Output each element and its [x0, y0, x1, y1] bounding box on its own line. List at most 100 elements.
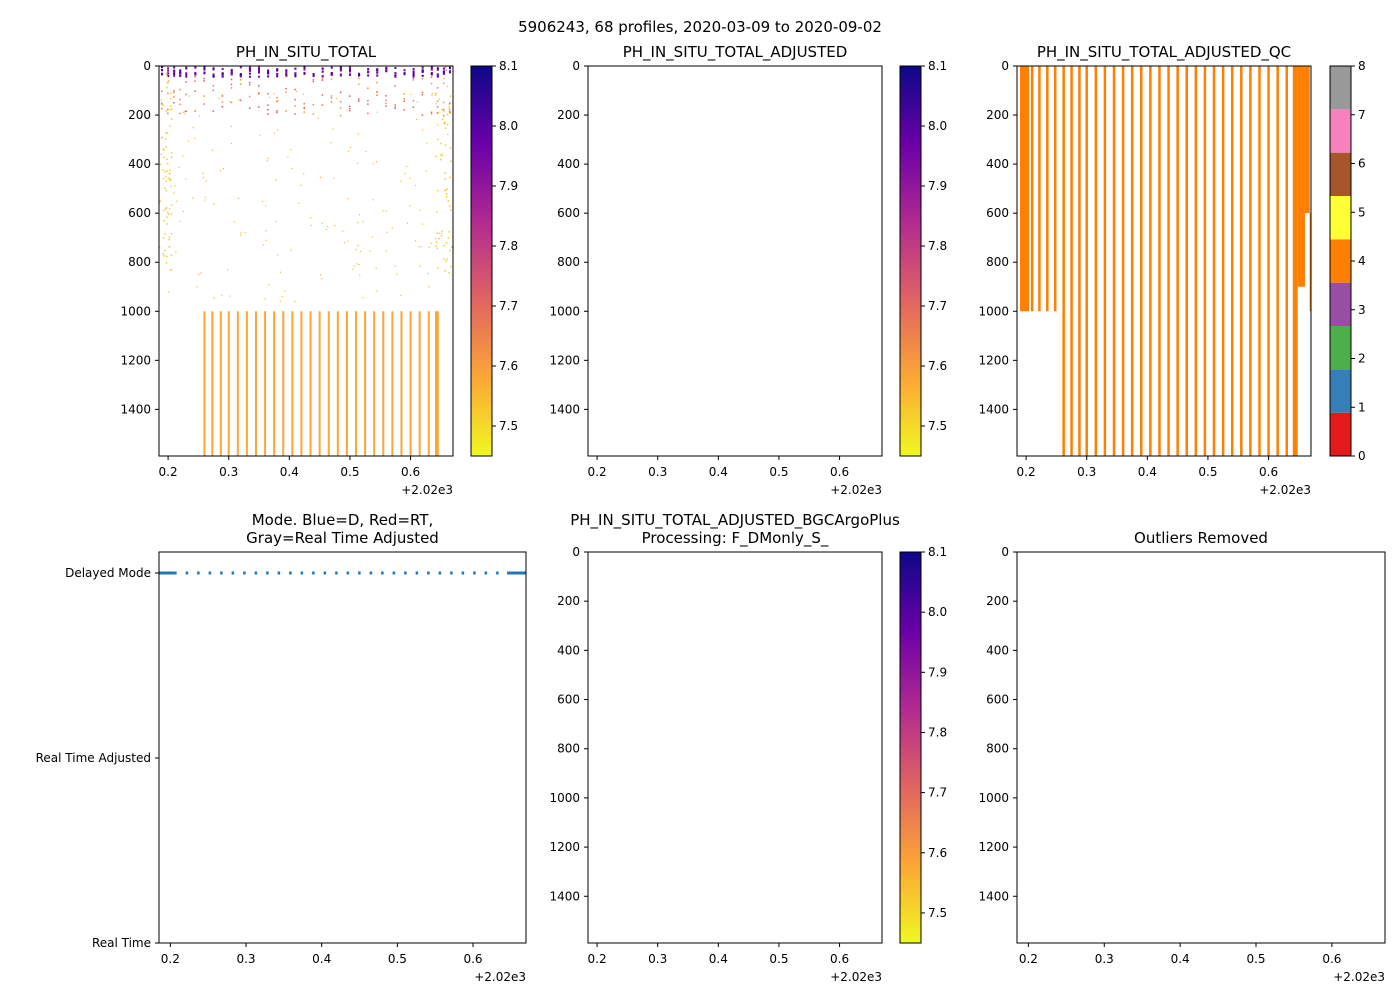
mid-depth-point — [357, 221, 359, 224]
mid-depth-point — [265, 205, 267, 207]
x-tick-label: 0.3 — [648, 952, 667, 966]
subsurface-point — [267, 104, 269, 106]
surface-point — [276, 75, 279, 78]
edge-point — [167, 211, 169, 214]
colorbar-qc-band — [1330, 196, 1351, 240]
colorbar-tick-label: 6 — [1358, 157, 1366, 171]
subsurface-point — [421, 114, 424, 116]
mid-depth-point — [428, 286, 430, 288]
subsurface-point — [212, 85, 215, 87]
edge-point — [435, 94, 437, 96]
mid-depth-point — [298, 202, 300, 204]
mid-depth-point — [330, 142, 332, 144]
edge-point — [167, 177, 169, 180]
mid-depth-point — [185, 178, 187, 180]
edge-point — [165, 189, 168, 192]
colorbar-tick-label: 7.5 — [499, 419, 518, 433]
colorbar-tick-label: 7.7 — [928, 786, 947, 800]
mid-depth-point — [183, 111, 185, 114]
mid-depth-point — [194, 137, 196, 140]
mid-depth-point — [188, 95, 190, 97]
edge-point — [443, 77, 445, 80]
colorbar-tick-label: 7.5 — [928, 906, 947, 920]
surface-point — [173, 66, 176, 69]
mid-depth-point — [218, 97, 220, 99]
subsurface-point — [358, 83, 360, 85]
colorbar-tick-label: 7.9 — [928, 179, 947, 193]
mid-depth-point — [198, 273, 200, 276]
edge-point — [448, 249, 451, 252]
mid-depth-point — [290, 149, 292, 151]
y-tick-label: 1400 — [549, 402, 580, 416]
panel-title-line: Processing: F_DMonly_S_ — [642, 529, 829, 548]
mid-depth-point — [344, 242, 346, 244]
mid-depth-point — [168, 208, 171, 210]
edge-point — [445, 195, 448, 198]
edge-point — [435, 241, 438, 243]
mid-depth-point — [237, 197, 240, 199]
x-tick-label: 0.4 — [709, 952, 728, 966]
mid-depth-point — [160, 99, 163, 101]
y-tick-label: 1200 — [120, 353, 151, 367]
colorbar-tick-label: 8.1 — [928, 545, 947, 559]
edge-point — [170, 156, 173, 158]
edge-point — [163, 255, 165, 257]
subsurface-point — [203, 103, 205, 105]
edge-point — [164, 187, 166, 189]
mid-depth-point — [421, 129, 424, 131]
mid-depth-point — [431, 94, 433, 97]
edge-point — [163, 237, 165, 239]
subsurface-point — [339, 107, 342, 109]
subsurface-point — [194, 90, 196, 92]
mid-depth-point — [163, 210, 165, 212]
y-tick-label: 800 — [986, 255, 1009, 269]
subsurface-point — [194, 75, 196, 78]
subsurface-point — [212, 110, 215, 113]
colorbar-tick-label: 8 — [1358, 59, 1366, 73]
subsurface-point — [430, 76, 433, 78]
surface-point — [436, 68, 439, 71]
surface-point — [294, 72, 297, 75]
mid-depth-point — [290, 249, 292, 251]
subsurface-point — [412, 99, 415, 102]
subsurface-point — [285, 91, 287, 93]
subsurface-point — [167, 92, 169, 95]
edge-point — [163, 149, 165, 152]
subsurface-point — [203, 95, 205, 97]
x-tick-label: 0.2 — [159, 465, 178, 479]
x-tick-label: 0.2 — [1019, 952, 1038, 966]
edge-point — [169, 105, 172, 108]
mid-depth-point — [279, 300, 281, 303]
edge-point — [441, 108, 443, 111]
y-category-label: Delayed Mode — [65, 566, 151, 580]
mid-depth-point — [192, 127, 194, 129]
colorbar-tick-label: 7.8 — [928, 239, 947, 253]
subsurface-point — [258, 92, 260, 95]
edge-point — [444, 144, 447, 146]
surface-point — [421, 69, 424, 72]
subsurface-point — [367, 112, 369, 115]
subsurface-point — [367, 103, 369, 105]
edge-point — [435, 155, 437, 158]
edge-point — [162, 177, 165, 180]
edge-point — [164, 175, 167, 178]
mid-depth-point — [416, 118, 418, 120]
subsurface-point — [276, 96, 278, 99]
subsurface-point — [267, 108, 269, 111]
subsurface-point — [339, 114, 342, 117]
subsurface-point — [385, 105, 387, 107]
panel-p6: Outliers Removed 0.2 0.3 0.4 0.5 0.6 +2.02e3 0 2… — [978, 529, 1386, 984]
surface-point — [339, 69, 342, 72]
surface-point — [212, 67, 215, 70]
mid-depth-point — [375, 267, 377, 270]
x-tick-label: 0.2 — [588, 952, 607, 966]
mid-depth-point — [291, 167, 293, 170]
surface-point — [212, 75, 215, 78]
mid-depth-point — [196, 286, 198, 288]
surface-point — [436, 75, 439, 78]
edge-point — [444, 189, 446, 192]
edge-point — [441, 118, 444, 121]
mid-depth-point — [410, 93, 412, 95]
subsurface-point — [394, 106, 396, 108]
mid-depth-point — [332, 128, 334, 130]
